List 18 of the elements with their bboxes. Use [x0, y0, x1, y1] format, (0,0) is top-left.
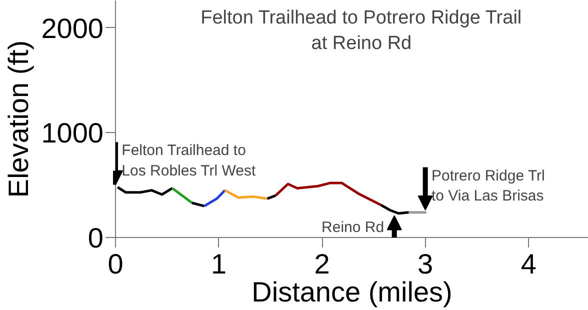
x-tick-label: 0 — [108, 248, 124, 280]
x-axis-title: Distance (miles) — [252, 276, 452, 308]
line-series — [224, 189, 269, 200]
x-tick-label: 1 — [210, 248, 227, 280]
y-tick-label: 1000 — [41, 118, 104, 149]
y-tick-label: 2000 — [41, 12, 104, 44]
y-tick-label: 0 — [88, 222, 104, 254]
line-series — [380, 204, 410, 215]
line-series — [116, 186, 174, 196]
annotation: Reino Rd — [322, 219, 384, 236]
text: Felton Trailhead to Potrero Ridge Trail at Reino Rd — [200, 8, 522, 54]
x-tick-label: 2 — [314, 248, 330, 280]
x-tick-label: 4 — [520, 248, 536, 280]
annotation: Potrero Ridge Trl to Via Las Brisas — [431, 167, 545, 205]
x-tick-label: 3 — [418, 248, 434, 280]
line-series — [274, 182, 382, 206]
y-axis-title: Elevation (ft) — [3, 40, 34, 198]
annotation: Felton Trailhead to Los Robles Trl West — [122, 142, 256, 180]
